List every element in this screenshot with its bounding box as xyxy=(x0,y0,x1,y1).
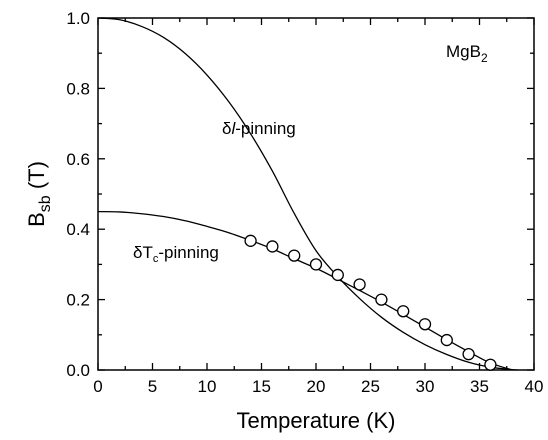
x-tick-label: 0 xyxy=(93,377,102,396)
data-point xyxy=(397,305,410,318)
delta-l-pinning-label: δl-pinning xyxy=(222,119,296,138)
x-tick-label: 25 xyxy=(361,377,380,396)
y-tick-label: 0.2 xyxy=(66,291,90,310)
delta-tc-sub: c xyxy=(153,253,159,265)
series-line-1 xyxy=(97,17,518,371)
x-tick-label: 40 xyxy=(525,377,544,396)
data-point xyxy=(309,258,323,271)
x-tick-label: 30 xyxy=(416,377,435,396)
y-tick-label: 0.4 xyxy=(66,220,90,239)
y-axis-title-sub: sb xyxy=(37,195,54,212)
delta-tc-suffix: -pinning xyxy=(158,243,219,262)
ticks xyxy=(97,17,535,371)
tick-labels: 0 5 10 15 20 25 30 35 40 0.0 0.2 0.4 0.6 0.8 1.0 xyxy=(66,9,543,396)
data-point xyxy=(375,293,388,306)
y-tick-label: 0.8 xyxy=(66,79,90,98)
x-tick-label: 15 xyxy=(252,377,271,396)
delta-tc-pinning-label: δTc-pinning xyxy=(133,243,219,265)
data-point xyxy=(440,333,453,347)
delta-l-prefix: δ xyxy=(222,119,231,138)
data-point xyxy=(288,249,301,262)
delta-l-suffix: -pinning xyxy=(235,119,296,138)
x-tick-label: 10 xyxy=(198,377,217,396)
series-layer xyxy=(97,17,518,371)
material-label-main: MgB xyxy=(446,42,481,61)
x-tick-label: 5 xyxy=(148,377,157,396)
data-point xyxy=(418,318,432,331)
x-tick-label: 20 xyxy=(307,377,326,396)
y-axis-title-main: B xyxy=(24,212,49,227)
plot-frame xyxy=(97,17,535,371)
delta-tc-prefix: δT xyxy=(133,243,153,262)
series-line-2 xyxy=(97,210,513,371)
data-point xyxy=(484,358,497,371)
data-point xyxy=(353,278,366,291)
delta-l-italic: l xyxy=(231,119,236,138)
y-axis-title-unit: (T) xyxy=(24,161,49,195)
y-tick-label: 0.6 xyxy=(66,150,90,169)
data-point xyxy=(244,234,257,247)
y-axis-title: Bsb (T) xyxy=(24,161,54,227)
x-axis-title: Temperature (K) xyxy=(237,408,396,433)
data-point xyxy=(462,348,475,361)
y-tick-label: 0.0 xyxy=(66,361,90,380)
x-tick-label: 35 xyxy=(470,377,489,396)
data-point xyxy=(266,240,279,253)
data-point xyxy=(331,268,344,282)
material-label: MgB2 xyxy=(446,42,488,65)
y-tick-label: 1.0 xyxy=(66,9,90,28)
material-label-sub: 2 xyxy=(481,51,488,65)
